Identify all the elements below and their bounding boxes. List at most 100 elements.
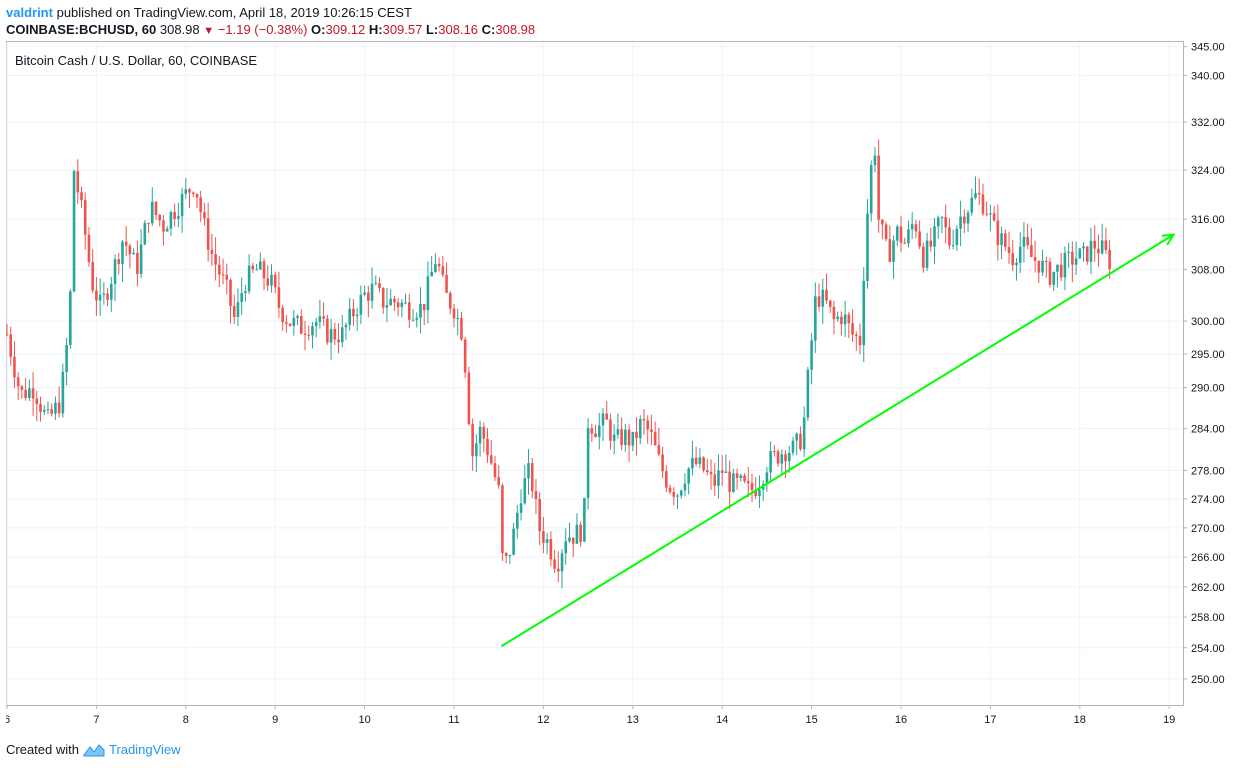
candle-body — [296, 315, 299, 318]
candle-body — [489, 455, 493, 464]
y-tick-label: 295.00 — [1191, 349, 1225, 361]
candle-body — [218, 264, 221, 275]
candle-body — [28, 388, 31, 398]
candle-body — [1018, 246, 1022, 263]
candle-body — [929, 240, 933, 247]
candle-body — [16, 377, 20, 387]
candle-body — [1033, 256, 1037, 261]
author-link[interactable]: valdrint — [6, 5, 53, 20]
chart-title: Bitcoin Cash / U.S. Dollar, 60, COINBASE — [15, 53, 257, 68]
x-tick-label: 19 — [1163, 714, 1175, 726]
candle-body — [903, 242, 907, 244]
low-value: 308.16 — [438, 22, 479, 37]
candle-body — [612, 434, 616, 441]
candle-body — [963, 216, 966, 224]
candle-body — [620, 429, 623, 445]
candle-body — [61, 371, 65, 414]
tradingview-brand[interactable]: TradingView — [108, 742, 181, 757]
candle-body — [571, 537, 575, 544]
candle-body — [597, 425, 601, 438]
candle-body — [814, 296, 817, 341]
candle-body — [758, 489, 761, 497]
y-tick-label: 332.00 — [1191, 117, 1225, 129]
x-tick-label: 16 — [895, 714, 907, 726]
candle-body — [344, 324, 348, 328]
candle-body — [292, 317, 296, 326]
y-tick-label: 258.00 — [1191, 612, 1225, 624]
candle-body — [1074, 258, 1078, 265]
candle-body — [1100, 240, 1104, 254]
candle-body — [981, 194, 985, 214]
candle-body — [240, 293, 243, 303]
candle-body — [20, 386, 24, 390]
candle-body — [955, 228, 959, 246]
candle-body — [594, 433, 597, 438]
x-tick-label: 11 — [448, 714, 459, 726]
candle-body — [534, 491, 538, 500]
candle-body — [326, 318, 329, 343]
candle-body — [363, 292, 366, 295]
candle-body — [616, 429, 620, 435]
candle-body — [989, 213, 992, 215]
candle-body — [884, 224, 888, 240]
candle-body — [709, 472, 713, 475]
candle-body — [970, 197, 974, 213]
candle-body — [933, 226, 936, 247]
candle-body — [977, 193, 981, 195]
y-tick-label: 316.00 — [1191, 214, 1225, 226]
candle-body — [881, 219, 884, 225]
candle-body — [247, 265, 251, 292]
x-tick-label: 7 — [93, 714, 99, 726]
candle-body — [661, 454, 664, 472]
candle-body — [717, 470, 720, 486]
candle-body — [627, 429, 631, 446]
candle-body — [1011, 253, 1015, 266]
candle-body — [638, 419, 642, 439]
candle-body — [1030, 245, 1033, 257]
candle-body — [72, 171, 76, 292]
candle-body — [117, 259, 121, 265]
candle-body — [650, 429, 653, 432]
candle-body — [314, 321, 318, 327]
candle-body — [333, 328, 337, 340]
candle-body — [437, 263, 441, 267]
candle-body — [173, 211, 176, 219]
candle-body — [825, 289, 828, 301]
candle-body — [706, 470, 709, 473]
candle-body — [493, 463, 497, 478]
candle-body — [586, 428, 590, 499]
candle-body — [992, 213, 996, 221]
candle-body — [471, 423, 474, 457]
candle-body — [899, 226, 903, 243]
candle-body — [780, 454, 784, 464]
candle-body — [259, 261, 262, 270]
candle-body — [139, 244, 143, 274]
open-value: 309.12 — [325, 22, 366, 37]
price-chart[interactable]: 345.00 340.00 332.00 324.00 316.00 308.00 300.… — [6, 41, 1238, 734]
candle-body — [1022, 236, 1026, 247]
candle-body — [732, 473, 735, 492]
candle-body — [575, 524, 579, 544]
candle-body — [821, 289, 825, 307]
candle-body — [486, 438, 489, 456]
y-tick-label: 270.00 — [1191, 523, 1225, 535]
candle-body — [83, 200, 87, 235]
candle-body — [69, 291, 72, 345]
candle-body — [206, 218, 210, 250]
candle-body — [787, 452, 791, 462]
candle-body — [434, 263, 437, 272]
candle-body — [1041, 260, 1044, 273]
candle-body — [1026, 236, 1029, 246]
candle-body — [795, 433, 798, 441]
candle-body — [318, 316, 322, 322]
candle-body — [519, 503, 523, 513]
candle-body — [106, 293, 109, 300]
candle-body — [605, 413, 609, 420]
candle-body — [735, 473, 739, 478]
candle-body — [940, 217, 944, 219]
y-tick-label: 340.00 — [1191, 70, 1225, 82]
open-label: O: — [311, 22, 326, 37]
chart-panel[interactable]: 345.00 340.00 332.00 324.00 316.00 308.00 300.… — [6, 41, 1238, 734]
candle-body — [9, 334, 13, 357]
candle-body — [557, 568, 560, 572]
